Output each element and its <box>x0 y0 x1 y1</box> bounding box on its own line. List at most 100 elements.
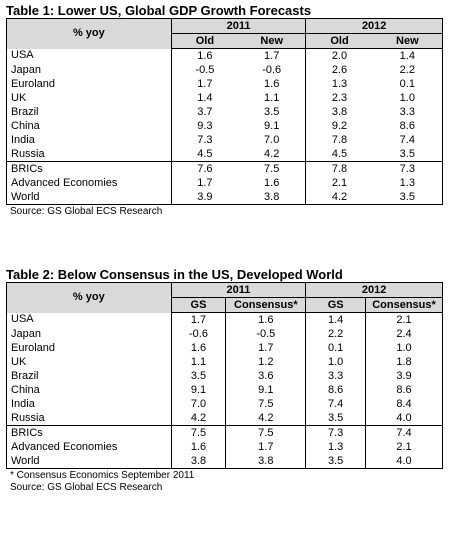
cell-value: 3.3 <box>305 369 366 383</box>
table-row: USA 1.7 1.6 1.4 2.1 <box>6 312 443 327</box>
row-label: Advanced Economies <box>6 440 172 454</box>
table-row: World 3.9 3.8 4.2 3.5 <box>6 190 443 205</box>
cell-value: 1.3 <box>305 440 366 454</box>
table-row: Advanced Economies 1.6 1.7 1.3 2.1 <box>6 440 443 454</box>
cell-value: 1.6 <box>238 77 307 91</box>
table1-header-label: % yoy <box>6 18 172 49</box>
cell-value: 8.6 <box>399 119 415 132</box>
row-label: China <box>6 383 172 397</box>
table2-group2: BRICs 7.5 7.5 7.3 7.4 Advanced Economies 1.6 1.… <box>6 425 443 469</box>
cell-value: 3.8 <box>171 454 227 469</box>
cell-value: 9.1 <box>225 383 307 397</box>
table-row: Japan -0.5 -0.6 2.6 2.2 <box>6 63 443 77</box>
row-label: World <box>6 190 172 205</box>
cell-value: 9.3 <box>197 119 213 132</box>
table-row: World 3.8 3.8 3.5 4.0 <box>6 454 443 469</box>
cell-value: 7.4 <box>365 425 443 440</box>
cell-value: 4.2 <box>238 147 307 162</box>
cell-value: 1.3 <box>399 176 415 189</box>
table1-group2: BRICs 7.6 7.5 7.8 7.3 Advanced Economies 1.7 1.… <box>6 161 443 205</box>
row-label: China <box>6 119 172 133</box>
cell-value: 4.5 <box>331 147 348 160</box>
cell-value: 2.0 <box>331 49 348 62</box>
cell-value: 8.4 <box>396 397 412 410</box>
table1-source: Source: GS Global ECS Research <box>10 206 163 217</box>
cell-value: 9.2 <box>331 119 348 132</box>
row-label: Russia <box>6 411 172 426</box>
cell-value: 1.1 <box>238 91 307 105</box>
table-row: Advanced Economies 1.7 1.6 2.1 1.3 <box>6 176 443 190</box>
cell-value: 7.4 <box>305 397 366 411</box>
cell-value: -0.6 <box>238 63 307 77</box>
cell-value: 1.6 <box>225 312 307 327</box>
table-row: Japan -0.6 -0.5 2.2 2.4 <box>6 327 443 341</box>
table-row: USA 1.6 1.7 2.0 1.4 <box>6 48 443 63</box>
cell-value: 9.1 <box>171 383 227 397</box>
table2-footnote: * Consensus Economics September 2011 <box>10 470 195 481</box>
cell-value: 7.6 <box>171 161 239 176</box>
table-row: China 9.3 9.1 9.2 8.6 <box>6 119 443 133</box>
cell-value: 7.4 <box>399 133 415 146</box>
table1-year-2011: 2011 <box>171 18 307 34</box>
table2-year-2012: 2012 <box>305 282 443 298</box>
table1-block: Table 1: Lower US, Global GDP Growth For… <box>0 3 449 218</box>
cell-value: 1.0 <box>396 341 412 354</box>
table-row: Brazil 3.5 3.6 3.3 3.9 <box>6 369 443 383</box>
table-row: India 7.0 7.5 7.4 8.4 <box>6 397 443 411</box>
table1-group1: USA 1.6 1.7 2.0 1.4 Japan -0.5 -0.6 2.6 2.2 Eurola… <box>6 48 443 162</box>
cell-value: 1.7 <box>225 341 307 355</box>
cell-value: 3.9 <box>396 369 412 382</box>
row-label: Euroland <box>6 341 172 355</box>
cell-value: 0.1 <box>305 341 366 355</box>
table2: % yoy 2011 2012 GS Consensus* GS Consens… <box>6 282 443 469</box>
cell-value: 3.3 <box>399 105 415 118</box>
cell-value: 7.5 <box>225 397 307 411</box>
cell-value: 3.8 <box>331 105 348 118</box>
cell-value: 7.0 <box>238 133 307 147</box>
cell-value: 3.8 <box>225 454 307 469</box>
row-label: Japan <box>6 327 172 341</box>
cell-value: 3.8 <box>238 190 307 205</box>
row-label: Russia <box>6 147 172 162</box>
cell-value: 1.7 <box>238 48 307 63</box>
table-row: Euroland 1.7 1.6 1.3 0.1 <box>6 77 443 91</box>
table1-sub-header: New <box>372 33 443 49</box>
row-label: India <box>6 397 172 411</box>
cell-value: 2.1 <box>396 313 412 326</box>
cell-value: 1.6 <box>171 440 227 454</box>
table2-header-label: % yoy <box>6 282 172 313</box>
table1: % yoy 2011 2012 Old New Old New USA 1.6 1.… <box>6 18 443 205</box>
cell-value: 1.7 <box>197 77 213 90</box>
table-row: China 9.1 9.1 8.6 8.6 <box>6 383 443 397</box>
cell-value: 1.4 <box>197 91 213 104</box>
cell-value: 3.5 <box>399 147 415 160</box>
cell-value: 7.5 <box>225 425 307 440</box>
cell-value: 7.0 <box>171 397 227 411</box>
row-label: Japan <box>6 63 172 77</box>
row-label: BRICs <box>6 425 172 440</box>
table-row: BRICs 7.6 7.5 7.8 7.3 <box>6 161 443 176</box>
cell-value: 7.3 <box>197 133 213 146</box>
cell-value: 1.6 <box>238 176 307 190</box>
table1-year-2012: 2012 <box>305 18 443 34</box>
cell-value: 2.1 <box>396 440 412 453</box>
table1-sub-header: Old <box>171 33 239 49</box>
row-label: USA <box>6 312 172 327</box>
cell-value: 4.5 <box>197 147 213 160</box>
table1-sub-header: New <box>238 33 307 49</box>
table-row: Russia 4.2 4.2 3.5 4.0 <box>6 411 443 426</box>
table2-sub-header: GS <box>171 297 227 313</box>
table1-title: Table 1: Lower US, Global GDP Growth For… <box>6 3 312 18</box>
cell-value: 1.0 <box>305 355 366 369</box>
table-row: BRICs 7.5 7.5 7.3 7.4 <box>6 425 443 440</box>
cell-value: 1.6 <box>171 341 227 355</box>
cell-value: 7.3 <box>305 425 366 440</box>
cell-value: 1.6 <box>197 49 213 62</box>
cell-value: 1.3 <box>331 77 348 90</box>
cell-value: -0.5 <box>195 63 215 76</box>
cell-value: 2.2 <box>305 327 366 341</box>
cell-value: 1.8 <box>396 355 412 368</box>
row-label: UK <box>6 91 172 105</box>
cell-value: 7.8 <box>331 133 348 146</box>
cell-value: 1.2 <box>225 355 307 369</box>
